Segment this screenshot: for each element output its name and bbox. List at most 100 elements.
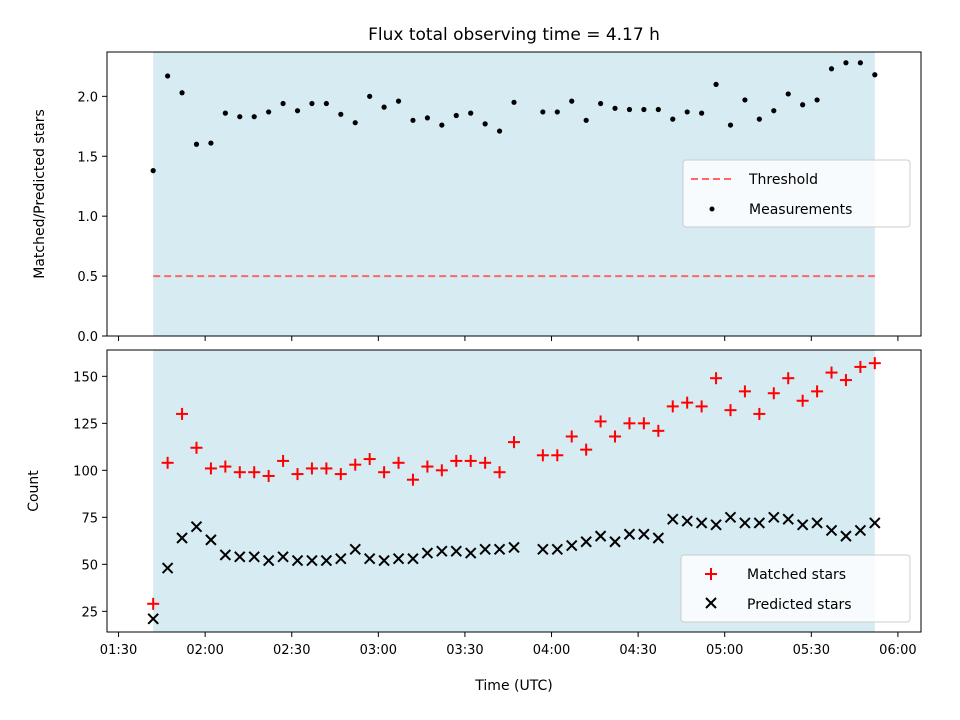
matched-star-point (710, 372, 723, 385)
predicted-star-point (638, 528, 650, 540)
x-tick-label: 03:30 (446, 643, 483, 658)
top-plot-frame (106, 51, 922, 337)
predicted-star-x-b (594, 530, 607, 542)
predicted-legend-label: Predicted stars (747, 597, 852, 613)
x-tick-label: 01:30 (100, 643, 137, 658)
top-x-ticks (118, 336, 899, 341)
matched-star-point (320, 462, 333, 475)
predicted-legend-marker (705, 597, 717, 609)
matched-star-point (623, 417, 636, 430)
matched-star-point (565, 430, 578, 443)
measurement-point (309, 100, 315, 107)
predicted-star-x-b (623, 528, 636, 540)
predicted-star-point (407, 552, 419, 565)
measurement-point (814, 97, 820, 103)
measurement-point (655, 106, 661, 113)
top-y-axis-label: Matched/Predicted stars (32, 109, 48, 279)
matched-star-point (392, 456, 405, 469)
top-y-tick-label: 1.5 (77, 150, 98, 165)
measurement-point (468, 110, 474, 116)
predicted-star-x-b (363, 552, 376, 565)
predicted-star-x-b (349, 543, 361, 555)
predicted-star-x-b (190, 521, 203, 533)
predicted-star-point (493, 543, 506, 555)
predicted-star-point (811, 517, 823, 529)
measurement-point (699, 110, 705, 116)
bottom-panel: 25 50 75 100 125 150 01:30 02:00 02:30 03:00 03:3… (26, 349, 922, 694)
measurement-point (266, 109, 272, 115)
predicted-star-point (566, 539, 578, 552)
measurement-point (179, 90, 185, 96)
matched-star-point (753, 407, 766, 420)
top-y-tick-label: 0.5 (77, 270, 98, 285)
matched-star-point (695, 400, 708, 413)
predicted-star-point (869, 517, 881, 529)
predicted-star-point (161, 562, 174, 574)
measurement-point (193, 141, 200, 147)
predicted-star-x-b (609, 536, 621, 548)
predicted-star-x-b (205, 534, 217, 546)
matched-star-point (811, 385, 824, 398)
measurement-point (338, 111, 344, 117)
predicted-star-point (291, 554, 304, 567)
measurement-point (381, 104, 387, 110)
x-tick-label: 04:30 (619, 643, 656, 658)
measurement-point (756, 116, 762, 122)
matched-star-point (291, 468, 304, 481)
predicted-star-x-b (811, 517, 823, 529)
measurement-point (872, 72, 878, 78)
predicted-star-x-b (450, 545, 462, 557)
bottom-y-tick-label: 150 (73, 370, 98, 385)
predicted-star-x-b (782, 513, 794, 525)
matched-star-points (147, 357, 881, 610)
predicted-star-point (580, 536, 592, 548)
measurement-point (742, 97, 748, 103)
measurement-point (727, 122, 734, 128)
predicted-star-point (147, 613, 159, 625)
predicted-star-point (724, 511, 737, 524)
predicted-star-point (450, 545, 462, 557)
matched-star-point (738, 385, 751, 398)
matched-star-point (508, 436, 520, 449)
measurement-point (843, 60, 849, 66)
x-tick-label: 06:00 (879, 643, 916, 658)
predicted-star-x-b (176, 532, 188, 544)
matched-star-point (839, 374, 852, 387)
predicted-star-point (190, 521, 203, 533)
predicted-star-points (147, 511, 881, 625)
bottom-y-tick-label: 125 (73, 417, 98, 432)
predicted-star-x-b (320, 554, 333, 567)
measurement-point (294, 108, 301, 114)
measurement-point (828, 66, 835, 72)
predicted-star-x-b (768, 511, 780, 524)
predicted-star-point (796, 519, 809, 531)
matched-star-point (796, 394, 809, 407)
predicted-star-x-b (234, 551, 246, 563)
predicted-star-x-b (508, 541, 520, 554)
bottom-y-ticks: 25 50 75 100 125 150 (73, 370, 107, 620)
measurement-point (395, 98, 402, 104)
predicted-star-x-b (493, 543, 506, 555)
matched-star-point (147, 597, 160, 610)
matched-star-point (233, 466, 246, 479)
predicted-star-x-b (147, 613, 159, 625)
predicted-star-point (335, 552, 347, 565)
matched-star-point (652, 424, 665, 437)
matched-star-point (767, 387, 780, 400)
measurement-point (208, 140, 214, 146)
matched-star-point (421, 460, 434, 473)
matched-star-point (305, 462, 318, 475)
predicted-star-x-b (551, 543, 564, 555)
predicted-star-x-b (854, 524, 867, 537)
predicted-star-x-b (796, 519, 809, 531)
measurement-point (540, 109, 546, 115)
predicted-star-x-b (681, 515, 693, 527)
measurement-point (453, 112, 459, 119)
measurement-point (670, 116, 676, 122)
measurement-point (280, 100, 286, 107)
predicted-star-point (479, 543, 491, 555)
predicted-star-x-b (421, 547, 434, 559)
predicted-star-x-b (710, 519, 722, 531)
predicted-star-x-b (537, 543, 549, 555)
